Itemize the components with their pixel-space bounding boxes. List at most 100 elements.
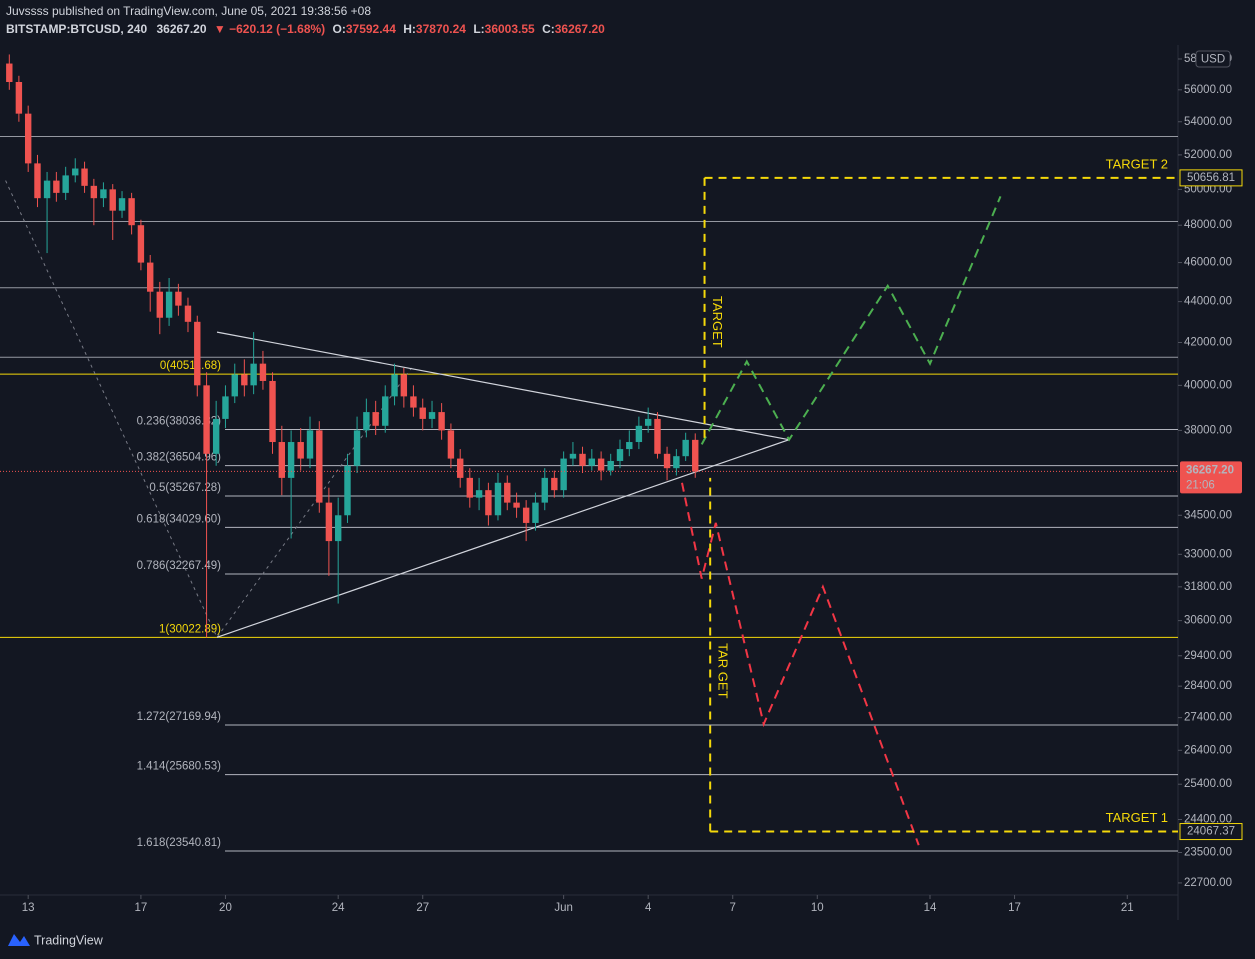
y-tick-label: 52000.00 <box>1184 149 1232 161</box>
candle-body <box>100 189 107 199</box>
candle-body <box>24 113 32 164</box>
currency: USD <box>1201 54 1225 66</box>
candle-body <box>250 363 257 386</box>
candle-body <box>438 412 445 431</box>
candle-body <box>72 168 79 176</box>
candle-body <box>344 465 351 516</box>
ohlc-value: 36003.55 <box>485 22 535 36</box>
candle-body <box>419 407 426 419</box>
fib-label: 1(30022.89) <box>159 623 221 635</box>
y-tick-label: 22700.00 <box>1184 877 1232 889</box>
candle-body <box>325 502 333 542</box>
candle-body <box>6 63 13 82</box>
y-tick-label: 54000.00 <box>1184 116 1232 128</box>
candle-body <box>306 430 314 459</box>
ohlc-value: 36267.20 <box>555 22 605 36</box>
candle-body <box>504 482 511 503</box>
candle-body <box>382 396 389 426</box>
candle-body <box>560 458 567 491</box>
x-tick-label: 10 <box>811 902 824 914</box>
candle-body <box>682 439 689 457</box>
y-tick-label: 31800.00 <box>1184 581 1232 593</box>
candle-body <box>532 502 539 523</box>
candle-body <box>588 458 596 466</box>
target-label: TARGET 2 <box>1106 156 1168 171</box>
y-tick-label: 48000.00 <box>1184 219 1232 231</box>
candle-body <box>222 396 229 419</box>
countdown: 21:06 <box>1186 479 1215 491</box>
candle-body <box>287 442 295 478</box>
candle-body <box>673 456 680 469</box>
candle-body <box>90 185 98 199</box>
y-tick-label: 33000.00 <box>1184 548 1232 560</box>
candle-body <box>692 439 699 472</box>
candle-body <box>522 507 530 523</box>
price: 36267.20 <box>156 22 206 36</box>
candle-body <box>363 412 370 431</box>
footer-logo: TradingView <box>8 933 104 947</box>
candle-body <box>663 453 671 469</box>
y-tick-label: 40000.00 <box>1184 379 1232 391</box>
candle-body <box>428 412 436 419</box>
ohlc-value: 37592.44 <box>346 22 396 36</box>
candle-body <box>34 163 41 199</box>
candle-body <box>569 453 577 459</box>
x-tick-label: 24 <box>332 902 345 914</box>
candle-body <box>128 198 135 226</box>
publisher: Juvssss published on TradingView.com, Ju… <box>6 4 371 18</box>
fib-label: 1.618(23540.81) <box>137 837 222 849</box>
y-tick-label: 44000.00 <box>1184 296 1232 308</box>
symbol: BITSTAMP:BTCUSD, 240 <box>6 22 147 36</box>
candle-body <box>597 458 605 471</box>
trendline <box>216 439 790 638</box>
x-tick-label: 27 <box>416 902 429 914</box>
candle-body <box>410 396 417 408</box>
fib-label: 0(40511.68) <box>160 360 221 372</box>
y-tick-label: 26400.00 <box>1184 744 1232 756</box>
candle-body <box>81 168 88 186</box>
candle-body <box>447 430 455 459</box>
y-tick-label: 29400.00 <box>1184 650 1232 662</box>
candle-body <box>372 412 379 426</box>
target-price: 50656.81 <box>1187 172 1235 184</box>
candle-body <box>231 374 238 397</box>
candle-body <box>635 425 643 443</box>
candle-body <box>203 385 210 454</box>
target-side-label: TARGET <box>710 296 725 348</box>
ohlc-label: C: <box>542 22 555 36</box>
axes: 58000.0056000.0054000.0052000.0050000.00… <box>22 50 1243 914</box>
x-tick-label: 4 <box>645 902 652 914</box>
ohlc-value: 37870.24 <box>416 22 466 36</box>
candle-body <box>466 477 473 498</box>
candle-body <box>184 305 192 322</box>
candle-body <box>269 380 276 443</box>
fib-label: 1.414(25680.53) <box>137 761 222 773</box>
candle-body <box>457 458 464 478</box>
fib-label: 0.618(34029.60) <box>137 513 222 525</box>
candle-body <box>616 449 624 461</box>
x-tick-label: 21 <box>1121 902 1134 914</box>
fib-label: 0.5(35267.28) <box>149 482 221 494</box>
x-tick-label: 17 <box>1008 902 1021 914</box>
candle-body <box>278 442 286 478</box>
currency-badge <box>1195 50 1231 68</box>
x-tick-label: 13 <box>22 902 35 914</box>
candle-body <box>579 453 586 466</box>
candle-body <box>626 442 633 450</box>
y-tick-label: 23500.00 <box>1184 847 1232 859</box>
y-tick-label: 28400.00 <box>1184 680 1232 692</box>
candle-body <box>259 363 267 381</box>
candle-body <box>241 374 248 386</box>
candle-body <box>353 430 361 466</box>
y-tick-label: 27400.00 <box>1184 712 1232 724</box>
x-tick-label: Jun <box>554 902 573 914</box>
y-tick-label: 24400.00 <box>1184 814 1232 826</box>
target-side-label: TAR GET <box>716 643 731 698</box>
candle-body <box>607 460 614 471</box>
candle-body <box>137 225 145 263</box>
candle-body <box>194 321 201 386</box>
candle-body <box>400 374 408 397</box>
y-tick-label: 30600.00 <box>1184 615 1232 627</box>
